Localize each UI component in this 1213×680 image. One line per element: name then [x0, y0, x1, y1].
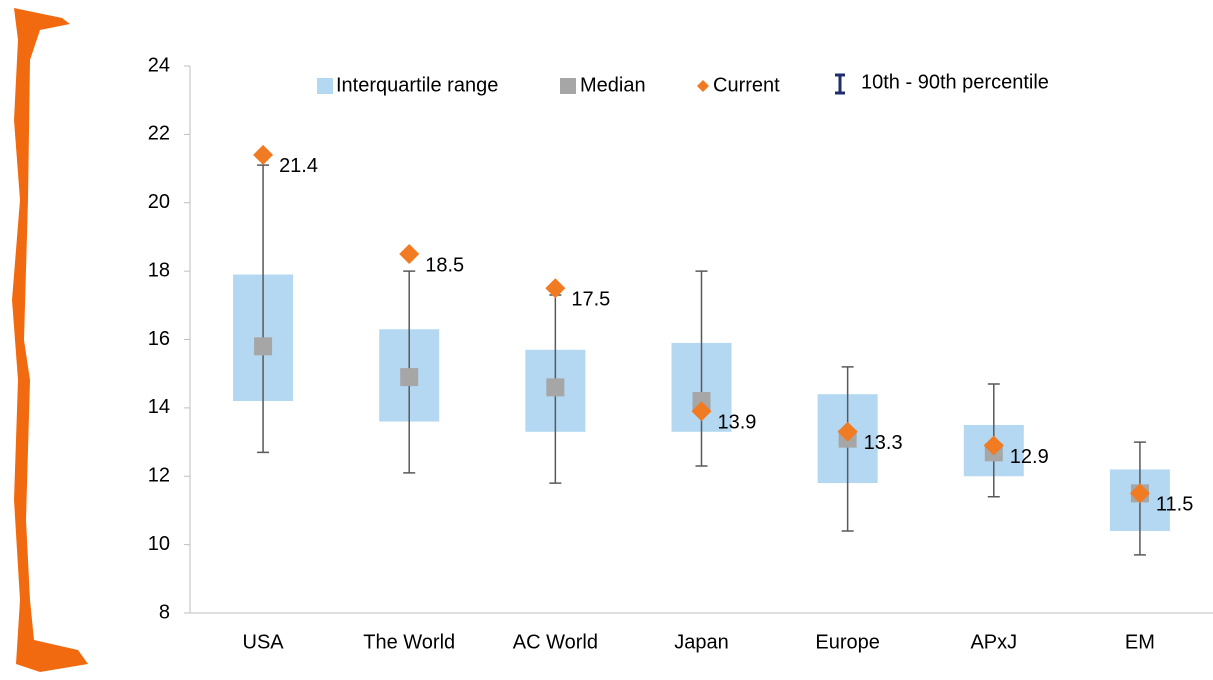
- y-tick-label: 14: [148, 396, 170, 418]
- whisker: [841, 366, 854, 532]
- x-tick-label: EM: [1125, 631, 1155, 653]
- x-tick-label: APxJ: [970, 631, 1017, 653]
- current-marker: [691, 401, 712, 422]
- legend-label: Current: [713, 74, 780, 96]
- legend-swatch: [697, 80, 709, 92]
- legend-swatch: [560, 78, 576, 94]
- legend-swatch: [317, 78, 333, 94]
- median-marker: [692, 392, 711, 411]
- y-tick-label: 20: [148, 191, 170, 213]
- data-label: 11.5: [1156, 494, 1193, 516]
- current-marker: [837, 421, 858, 442]
- y-tick-label: 10: [148, 533, 170, 555]
- current-marker: [1129, 483, 1150, 504]
- x-tick-label: USA: [243, 631, 285, 653]
- y-tick-label: 24: [148, 54, 170, 76]
- y-tick-label: 18: [148, 259, 170, 281]
- data-label: 18.5: [425, 254, 464, 276]
- current-marker: [253, 144, 274, 165]
- legend-label: Median: [580, 74, 646, 96]
- median-marker: [546, 378, 565, 397]
- data-label: 17.5: [571, 289, 610, 311]
- current-marker: [399, 244, 420, 265]
- data-label: 12.9: [1010, 446, 1049, 468]
- whisker: [257, 164, 270, 454]
- x-tick-label: AC World: [513, 631, 598, 653]
- decoration-brush: [12, 8, 88, 672]
- y-tick-label: 8: [159, 601, 170, 623]
- x-tick-label: Europe: [815, 631, 880, 653]
- data-label: 13.9: [718, 412, 757, 434]
- legend-label: Interquartile range: [336, 74, 498, 96]
- data-label: 13.3: [864, 432, 903, 454]
- current-marker: [545, 278, 566, 299]
- current-marker: [983, 435, 1004, 456]
- y-tick-label: 16: [148, 328, 170, 350]
- data-label: 21.4: [279, 155, 318, 177]
- whisker: [695, 270, 708, 467]
- legend-label: 10th - 90th percentile: [861, 71, 1049, 93]
- median-marker: [400, 368, 419, 387]
- y-tick-label: 22: [148, 123, 170, 145]
- x-tick-label: Japan: [674, 631, 729, 653]
- legend-swatch: [835, 73, 845, 95]
- y-tick-label: 12: [148, 465, 170, 487]
- x-tick-label: The World: [363, 631, 455, 653]
- median-marker: [254, 337, 273, 356]
